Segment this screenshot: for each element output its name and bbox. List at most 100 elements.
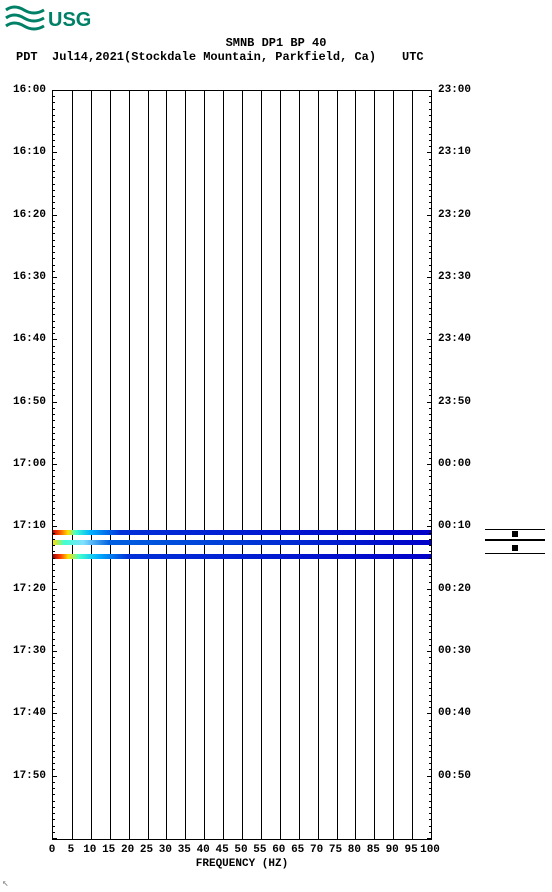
y-tick-right: [427, 464, 432, 465]
svg-text:USGS: USGS: [48, 9, 92, 31]
y-minor-tick: [52, 358, 55, 359]
y-minor-tick: [52, 595, 55, 596]
gridline: [148, 91, 149, 839]
y-minor-tick: [52, 476, 55, 477]
x-tick-label: 35: [178, 844, 191, 856]
y-minor-tick: [429, 508, 432, 509]
y-minor-tick: [52, 314, 55, 315]
y-minor-tick: [52, 159, 55, 160]
x-tick-label: 45: [215, 844, 228, 856]
y-right-label: 23:10: [438, 146, 488, 158]
y-right-label: 00:00: [438, 458, 488, 470]
y-minor-tick: [429, 794, 432, 795]
y-minor-tick: [429, 115, 432, 116]
x-tick-label: 100: [420, 844, 440, 856]
y-minor-tick: [52, 769, 55, 770]
y-minor-tick: [52, 414, 55, 415]
y-minor-tick: [429, 632, 432, 633]
y-minor-tick: [429, 377, 432, 378]
y-tick-right: [427, 152, 432, 153]
y-tick-left: [52, 464, 57, 465]
y-minor-tick: [52, 458, 55, 459]
side-line: [485, 553, 545, 554]
y-minor-tick: [52, 495, 55, 496]
gridline: [223, 91, 224, 839]
y-minor-tick: [52, 489, 55, 490]
y-minor-tick: [52, 221, 55, 222]
gridline: [393, 91, 394, 839]
cursor-mark: ↖: [2, 876, 9, 890]
y-minor-tick: [429, 177, 432, 178]
y-minor-tick: [429, 165, 432, 166]
y-minor-tick: [52, 501, 55, 502]
y-minor-tick: [52, 657, 55, 658]
date-station: Jul14,2021(Stockdale Mountain, Parkfield…: [52, 50, 376, 64]
y-minor-tick: [52, 670, 55, 671]
y-minor-tick: [52, 115, 55, 116]
gridline: [72, 91, 73, 839]
x-tick-label: 85: [367, 844, 380, 856]
y-minor-tick: [429, 576, 432, 577]
y-minor-tick: [52, 645, 55, 646]
y-minor-tick: [52, 208, 55, 209]
gridline: [110, 91, 111, 839]
y-minor-tick: [52, 289, 55, 290]
y-minor-tick: [52, 177, 55, 178]
y-left-label: 16:40: [0, 333, 46, 345]
x-tick-label: 60: [272, 844, 285, 856]
y-minor-tick: [429, 663, 432, 664]
y-minor-tick: [429, 732, 432, 733]
y-minor-tick: [429, 121, 432, 122]
y-minor-tick: [52, 558, 55, 559]
gridline: [355, 91, 356, 839]
y-right-label: 00:20: [438, 583, 488, 595]
chart-title: SMNB DP1 BP 40: [0, 36, 552, 50]
y-minor-tick: [429, 832, 432, 833]
x-tick-label: 90: [386, 844, 399, 856]
gridline: [280, 91, 281, 839]
y-tick-left: [52, 838, 57, 839]
y-minor-tick: [52, 383, 55, 384]
y-minor-tick: [52, 371, 55, 372]
y-minor-tick: [429, 452, 432, 453]
y-minor-tick: [429, 346, 432, 347]
y-minor-tick: [429, 601, 432, 602]
y-minor-tick: [52, 788, 55, 789]
y-minor-tick: [52, 732, 55, 733]
gridline: [337, 91, 338, 839]
y-minor-tick: [52, 134, 55, 135]
y-minor-tick: [429, 227, 432, 228]
y-left-label: 16:10: [0, 146, 46, 158]
y-minor-tick: [52, 564, 55, 565]
y-minor-tick: [429, 763, 432, 764]
side-line: [485, 539, 545, 541]
y-left-label: 16:00: [0, 84, 46, 96]
y-minor-tick: [429, 302, 432, 303]
y-tick-left: [52, 90, 57, 91]
y-left-label: 16:50: [0, 396, 46, 408]
x-tick-label: 55: [253, 844, 266, 856]
gridline: [299, 91, 300, 839]
y-minor-tick: [52, 533, 55, 534]
y-minor-tick: [52, 452, 55, 453]
y-tick-right: [427, 776, 432, 777]
y-minor-tick: [429, 707, 432, 708]
y-minor-tick: [429, 352, 432, 353]
gridline: [242, 91, 243, 839]
x-tick-label: 25: [140, 844, 153, 856]
y-minor-tick: [52, 551, 55, 552]
y-minor-tick: [429, 439, 432, 440]
y-minor-tick: [429, 645, 432, 646]
y-minor-tick: [52, 190, 55, 191]
y-minor-tick: [52, 620, 55, 621]
y-tick-left: [52, 776, 57, 777]
y-tick-left: [52, 402, 57, 403]
y-minor-tick: [52, 196, 55, 197]
y-tick-left: [52, 713, 57, 714]
gridline: [374, 91, 375, 839]
y-minor-tick: [52, 283, 55, 284]
y-minor-tick: [429, 383, 432, 384]
y-tick-left: [52, 526, 57, 527]
y-right-label: 23:00: [438, 84, 488, 96]
y-right-label: 23:40: [438, 333, 488, 345]
